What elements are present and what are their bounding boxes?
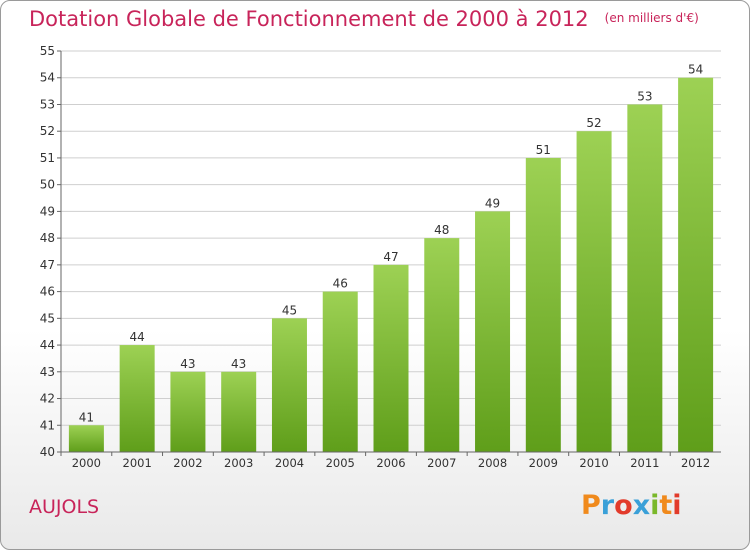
chart-title: Dotation Globale de Fonctionnement de 20… <box>29 7 699 31</box>
bar <box>373 264 409 452</box>
bar-value-label: 51 <box>536 143 551 157</box>
bar-value-label: 43 <box>180 357 195 371</box>
y-tick-label: 51 <box>40 151 55 165</box>
x-tick-label: 2008 <box>478 456 507 470</box>
bars: 41 44 43 43 45 46 47 48 49 51 52 53 54 <box>68 63 714 452</box>
bar <box>119 345 155 452</box>
commune-name: AUJOLS <box>29 496 100 518</box>
unit-note: (en milliers d'€) <box>604 11 699 25</box>
bar-value-label: 52 <box>586 116 601 130</box>
bar-value-label: 46 <box>333 277 348 291</box>
proxiti-logo: Proxiti <box>581 490 682 521</box>
y-tick-label: 55 <box>40 44 55 58</box>
bar <box>475 211 511 452</box>
bar <box>678 77 714 452</box>
y-tick-label: 45 <box>40 311 55 325</box>
x-tick-label: 2006 <box>376 456 405 470</box>
bar <box>424 238 460 452</box>
x-tick-label: 2010 <box>579 456 608 470</box>
x-tick-label: 2007 <box>427 456 456 470</box>
y-tick-label: 42 <box>40 392 55 406</box>
bar-value-label: 41 <box>79 410 94 424</box>
y-tick-label: 43 <box>40 365 55 379</box>
x-tick-label: 2001 <box>123 456 152 470</box>
y-tick-label: 47 <box>40 258 55 272</box>
bar-value-label: 49 <box>485 196 500 210</box>
logo-letter: x <box>632 490 651 521</box>
bar <box>627 104 663 452</box>
x-tick-label: 2004 <box>275 456 304 470</box>
x-tick-label: 2011 <box>630 456 659 470</box>
logo-letter: i <box>672 490 682 521</box>
logo-letter: r <box>600 490 615 521</box>
bar <box>525 157 561 452</box>
bar <box>576 131 612 452</box>
x-tick-label: 2002 <box>173 456 202 470</box>
y-tick-label: 52 <box>40 124 55 138</box>
axes <box>60 51 721 453</box>
x-tick-label: 2005 <box>326 456 355 470</box>
logo-letter: t <box>659 490 673 521</box>
bar <box>221 371 257 452</box>
logo-letter: i <box>650 490 660 521</box>
bar <box>170 371 206 452</box>
y-axis-ticks: 40 41 42 43 44 45 46 47 48 49 50 51 52 53 54 55 <box>40 44 61 459</box>
y-tick-label: 46 <box>40 285 55 299</box>
y-tick-label: 41 <box>40 418 55 432</box>
logo-letter: o <box>614 490 633 521</box>
chart-title-text: Dotation Globale de Fonctionnement de 20… <box>29 7 589 31</box>
logo-letter: P <box>581 490 601 521</box>
y-tick-label: 50 <box>40 178 55 192</box>
x-axis-ticks: 2000 2001 2002 2003 2004 2005 2006 2007 2008 2009… <box>60 452 710 470</box>
x-tick-label: 2012 <box>681 456 710 470</box>
x-tick-label: 2009 <box>529 456 558 470</box>
y-tick-label: 53 <box>40 97 55 111</box>
y-tick-label: 44 <box>40 338 55 352</box>
bar <box>322 291 358 452</box>
y-tick-label: 49 <box>40 204 55 218</box>
bar-value-label: 43 <box>231 357 246 371</box>
bar <box>68 425 104 452</box>
x-tick-label: 2000 <box>72 456 101 470</box>
x-tick-label: 2003 <box>224 456 253 470</box>
bar-value-label: 47 <box>383 250 398 264</box>
bar <box>271 318 307 452</box>
bar-value-label: 48 <box>434 223 449 237</box>
y-tick-label: 54 <box>40 71 55 85</box>
y-tick-label: 40 <box>40 445 55 459</box>
y-tick-label: 48 <box>40 231 55 245</box>
bar-value-label: 54 <box>688 63 703 77</box>
bar-value-label: 45 <box>282 303 297 317</box>
bar-value-label: 53 <box>637 89 652 103</box>
bar-value-label: 44 <box>130 330 145 344</box>
